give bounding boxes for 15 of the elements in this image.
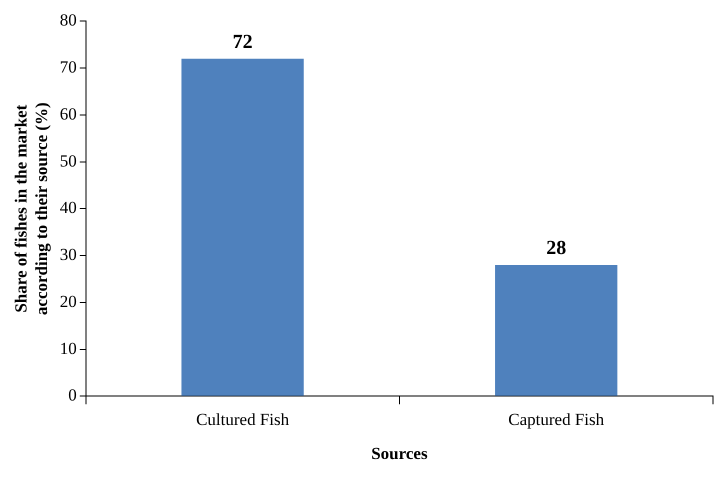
x-tick-label: Cultured Fish — [196, 410, 290, 429]
y-tick-label: 0 — [68, 386, 77, 405]
y-tick-label: 20 — [60, 292, 77, 311]
y-tick-label: 30 — [60, 245, 77, 264]
data-label: 28 — [546, 237, 566, 260]
x-axis-title: Sources — [371, 444, 428, 464]
data-label: 72 — [232, 30, 253, 53]
y-tick-label: 60 — [60, 104, 77, 124]
y-tick-label: 10 — [60, 338, 77, 358]
y-tick-label: 40 — [60, 198, 77, 218]
y-axis-title: Share of fishes in the market according to their source (%) — [12, 102, 51, 316]
y-tick-label: 80 — [60, 10, 77, 30]
x-tick-label: Captured Fish — [508, 410, 605, 429]
y-tick-label: 70 — [60, 58, 77, 77]
y-tick-label: 50 — [60, 151, 77, 170]
